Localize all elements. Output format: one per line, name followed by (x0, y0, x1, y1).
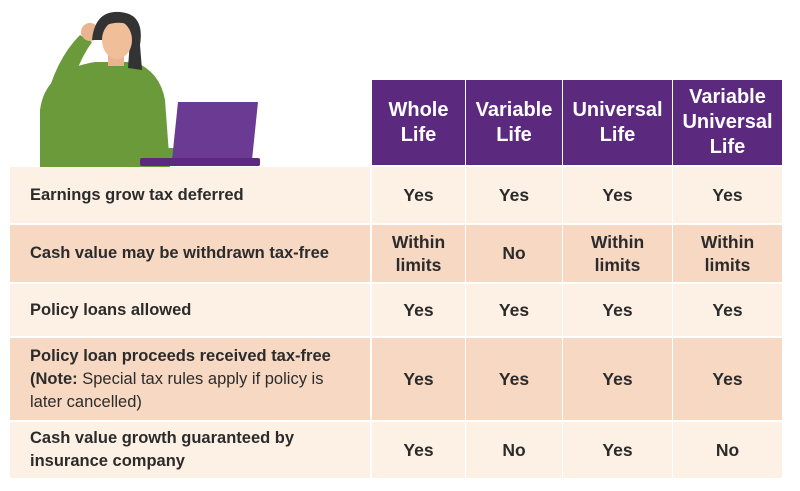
table-cell: Yes (466, 284, 562, 336)
table-cell: Yes (563, 422, 672, 478)
table-cell: No (466, 422, 562, 478)
table-cell: Yes (563, 167, 672, 223)
table-cell: Yes (673, 167, 782, 223)
table-cell: Yes (372, 167, 465, 223)
table-cell: Yes (466, 167, 562, 223)
row-label: Cash value may be withdrawn tax-free (10, 225, 370, 282)
column-header: Variable Universal Life (673, 80, 782, 165)
column-header: Whole Life (372, 80, 465, 165)
label-main: Policy loan proceeds received tax-free (30, 346, 331, 365)
table-cell: Yes (372, 422, 465, 478)
row-label: Policy loans allowed (10, 284, 370, 336)
table-cell: Within limits (372, 225, 465, 282)
table-cell: Yes (372, 338, 465, 420)
table-cell: No (673, 422, 782, 478)
row-label: Cash value growth guaranteed by insuranc… (10, 422, 370, 478)
column-header: Universal Life (563, 80, 672, 165)
table-cell: Within limits (563, 225, 672, 282)
column-header: Variable Life (466, 80, 562, 165)
row-label: Earnings grow tax deferred (10, 167, 370, 223)
table-cell: Yes (563, 284, 672, 336)
note-text: Special tax rules apply if policy is lat… (30, 369, 324, 411)
table-cell: Yes (372, 284, 465, 336)
table-cell: Yes (673, 284, 782, 336)
label-text: Cash value growth guaranteed by insuranc… (30, 429, 295, 470)
note-label: (Note: (30, 369, 78, 388)
label-text: Cash value may be withdrawn tax-free (30, 244, 329, 262)
table-cell: Within limits (673, 225, 782, 282)
label-text: Policy loans allowed (30, 300, 192, 319)
row-label: Policy loan proceeds received tax-free (N… (10, 338, 370, 420)
table-cell: Yes (466, 338, 562, 420)
table-cell: Yes (563, 338, 672, 420)
table-cell: Yes (673, 338, 782, 420)
label-text: Earnings grow tax deferred (30, 185, 244, 204)
illustration (40, 11, 260, 168)
table-cell: No (466, 225, 562, 282)
row-label-text: Policy loan proceeds received tax-free (N… (30, 345, 350, 414)
